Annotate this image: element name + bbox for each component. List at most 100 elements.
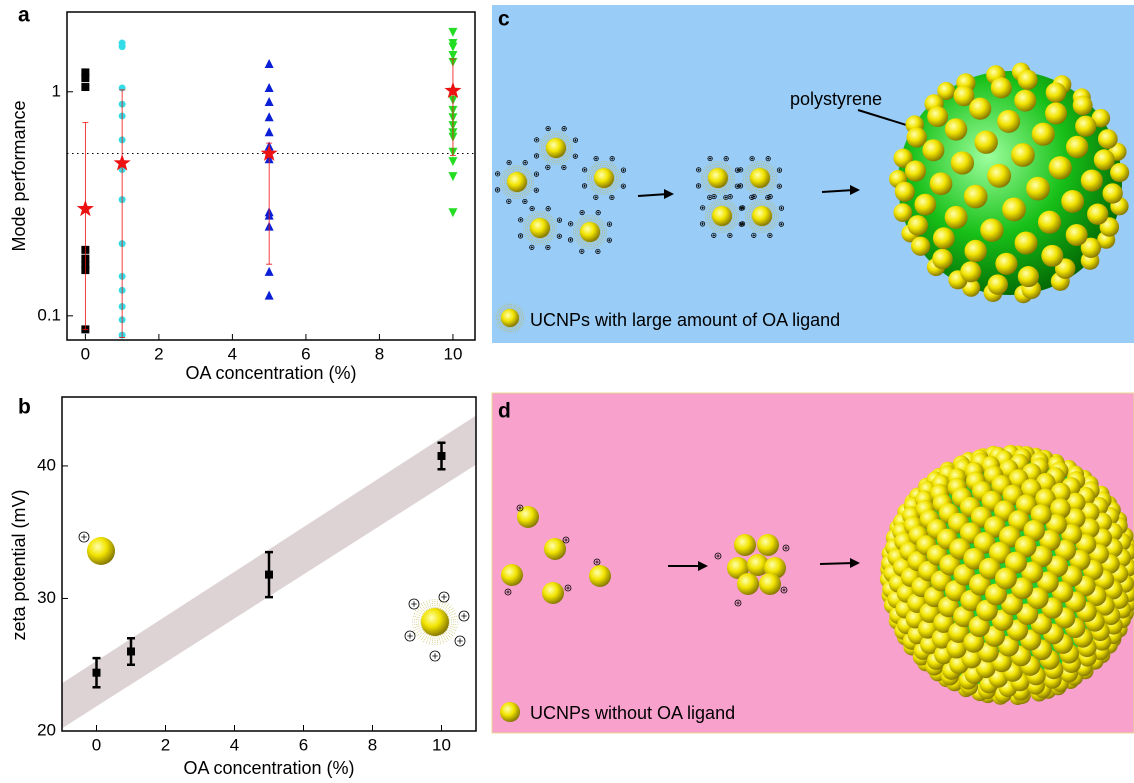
nanoparticle	[737, 573, 759, 595]
marker	[93, 669, 101, 677]
marker	[265, 83, 274, 92]
charge-plus	[411, 601, 417, 607]
surface-particle	[908, 215, 929, 236]
charge-plus	[81, 534, 87, 540]
plot-frame	[67, 12, 475, 340]
x-tick-label: 6	[301, 344, 310, 363]
surface-particle	[893, 203, 912, 222]
surface-particle	[911, 237, 930, 256]
nanoparticle	[750, 168, 770, 188]
charge-plus	[432, 653, 438, 659]
surface-particle	[980, 219, 1003, 242]
x-tick-label: 4	[230, 735, 239, 754]
marker	[265, 127, 274, 136]
marker	[448, 172, 457, 181]
y-tick-label: 30	[37, 588, 56, 607]
x-tick-label: 0	[81, 344, 90, 363]
x-tick-label: 10	[432, 735, 451, 754]
nanoparticle	[712, 206, 732, 226]
surface-particle	[914, 194, 936, 216]
surface-particle	[1061, 190, 1084, 213]
surface-particle	[922, 139, 944, 161]
surface-particle	[933, 227, 955, 249]
surface-particle	[964, 185, 988, 209]
figure: a b c d Mode performance OA concentratio…	[0, 0, 1134, 783]
nanoparticle	[500, 702, 520, 722]
legend-text: UCNPs with large amount of OA ligand	[530, 310, 840, 330]
marker	[448, 157, 457, 166]
page: {"chart_data":[ {"type":"scatter","panel…	[0, 0, 1134, 783]
marker	[265, 97, 274, 106]
error-bar	[119, 90, 125, 338]
surface-particle	[905, 160, 926, 181]
surface-particle	[995, 568, 1017, 590]
nanoparticle	[757, 534, 779, 556]
surface-particle	[945, 206, 968, 229]
surface-particle	[960, 261, 981, 282]
surface-particle	[1011, 143, 1035, 167]
surface-particle	[907, 127, 927, 147]
surface-particle	[1038, 211, 1061, 234]
marker	[81, 74, 89, 82]
charge-plus	[407, 633, 413, 639]
surface-particle	[974, 130, 997, 153]
panel-label: c	[498, 8, 510, 31]
nanoparticle	[546, 138, 566, 158]
panel-label: d	[498, 400, 511, 423]
nanoparticle	[589, 565, 611, 587]
y-axis-title: Mode performance	[9, 100, 29, 251]
callout-label: polystyrene	[790, 89, 882, 109]
nanoparticle	[580, 222, 600, 242]
nanoparticle	[544, 538, 566, 560]
x-tick-label: 4	[228, 344, 237, 363]
surface-particle	[997, 110, 1020, 133]
surface-particle	[1026, 177, 1050, 201]
surface-particle	[951, 151, 974, 174]
marker	[448, 28, 457, 37]
marker	[127, 647, 135, 655]
nanoparticle	[421, 608, 449, 636]
marker	[119, 43, 126, 50]
x-axis-title: OA concentration (%)	[183, 758, 354, 778]
x-tick-label: 2	[161, 735, 170, 754]
surface-particle	[1015, 232, 1038, 255]
marker	[81, 83, 89, 91]
surface-particle	[932, 249, 953, 270]
nanoparticle	[87, 537, 115, 565]
surface-particle	[1045, 102, 1067, 124]
surface-particle	[1098, 129, 1118, 149]
marker	[265, 59, 274, 68]
surface-particle	[930, 172, 953, 195]
marker	[265, 112, 274, 121]
y-tick-label: 40	[37, 455, 56, 474]
surface-particle	[1018, 266, 1039, 287]
charge-plus	[441, 594, 447, 600]
marker	[448, 43, 457, 52]
surface-particle	[987, 164, 1011, 188]
surface-particle	[969, 98, 991, 120]
y-tick-label: 20	[37, 720, 56, 739]
nanoparticle	[594, 168, 614, 188]
marker	[265, 571, 273, 579]
surface-particle	[1066, 224, 1088, 246]
charge-plus	[461, 613, 467, 619]
arrow	[820, 563, 854, 564]
surface-particle	[1087, 204, 1108, 225]
marker	[265, 267, 274, 276]
surface-particle	[1046, 82, 1067, 103]
y-tick-label: 0.1	[37, 305, 61, 324]
surface-particle	[964, 240, 986, 262]
nanoparticle	[530, 218, 550, 238]
panel-label: a	[18, 4, 30, 27]
x-tick-label: 8	[368, 735, 377, 754]
marker	[438, 452, 446, 460]
surface-particle	[991, 77, 1012, 98]
surface-particle	[927, 106, 948, 127]
surface-particle	[1014, 90, 1036, 112]
x-tick-label: 0	[92, 735, 101, 754]
surface-particle	[1103, 183, 1123, 203]
nanoparticle	[507, 172, 527, 192]
surface-particle	[1002, 197, 1026, 221]
x-tick-label: 10	[443, 344, 462, 363]
surface-particle	[945, 118, 967, 140]
